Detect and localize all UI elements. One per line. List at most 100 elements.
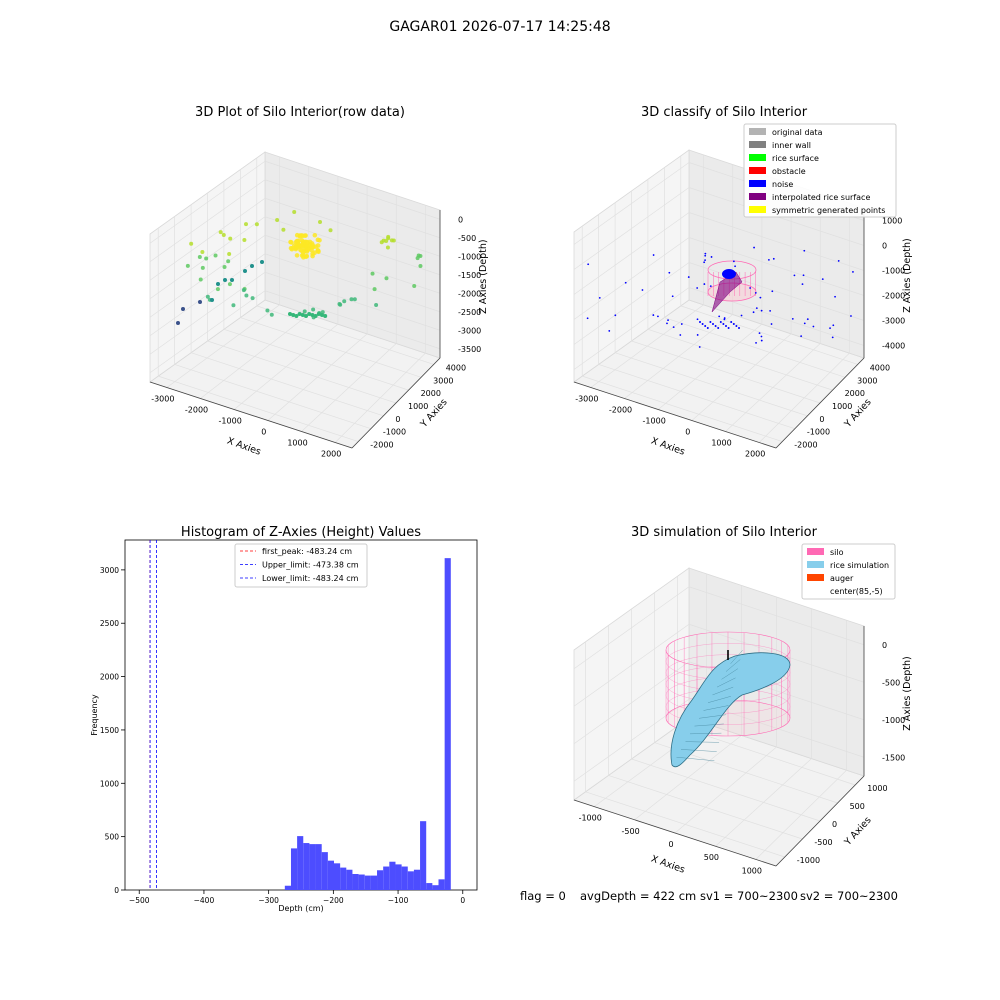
histogram-bar <box>309 844 316 890</box>
x-tick-label: 1000 <box>287 439 307 448</box>
noise-point <box>652 254 655 256</box>
noise-point <box>850 315 852 317</box>
legend-frame <box>743 123 897 218</box>
noise-point <box>752 311 755 314</box>
histogram-bar <box>334 863 341 890</box>
noise-point <box>730 321 733 323</box>
y-gridline <box>207 340 397 404</box>
noise-point <box>852 271 854 273</box>
y-tick-label: -500 <box>814 838 832 847</box>
status-line: flag = 0 avgDepth = 422 cm sv1 = 700~230… <box>520 889 898 903</box>
y-tick-label: -1000 <box>797 856 820 865</box>
y-tick-label: -1000 <box>383 428 406 437</box>
noise-point <box>834 295 836 298</box>
x-tick-label: −200 <box>323 896 344 905</box>
histogram-bar <box>303 843 310 890</box>
y-tick-label: 3000 <box>857 376 877 385</box>
noise-point <box>608 330 611 332</box>
scatter-point <box>243 222 248 227</box>
y-tick-label: 1000 <box>100 779 119 788</box>
noise-point <box>641 289 644 291</box>
scatter-point <box>384 238 389 243</box>
scatter-point <box>312 250 317 255</box>
noise-cluster <box>722 269 736 279</box>
histogram-bar <box>352 873 359 890</box>
noise-point <box>671 295 674 298</box>
legend-swatch <box>807 587 824 594</box>
noise-point <box>734 265 736 268</box>
noise-point <box>759 296 762 299</box>
chart-title: 3D simulation of Silo Interior <box>631 525 818 540</box>
noise-point <box>837 260 840 262</box>
scatter-point <box>223 278 227 282</box>
noise-point <box>771 290 774 293</box>
scatter-point <box>323 314 328 318</box>
scatter-point <box>328 228 333 233</box>
rice-mesh-line <box>689 732 722 735</box>
scatter-point <box>391 238 396 243</box>
noise-point <box>666 322 668 325</box>
noise-point <box>687 276 690 278</box>
scatter-point <box>304 243 310 249</box>
scatter-point <box>342 299 347 304</box>
legend-frame <box>801 543 896 600</box>
histogram-bar <box>413 869 421 890</box>
rice-mesh-line <box>676 757 715 761</box>
histogram-bar <box>340 867 347 890</box>
y-tick-label: 1000 <box>408 402 428 411</box>
noise-point <box>801 283 804 286</box>
noise-point <box>806 318 809 321</box>
scatter-point <box>221 232 226 237</box>
histogram-bar <box>377 870 384 890</box>
histogram-bar <box>432 885 439 890</box>
x-axis-label: X Axies <box>649 853 686 875</box>
histogram-bar <box>315 844 322 890</box>
x-tick-label: 1000 <box>742 866 762 875</box>
y-gridline <box>631 758 821 822</box>
histogram-bar <box>358 874 365 890</box>
z-tick-label: 0 <box>458 215 463 224</box>
scatter-point <box>313 244 319 249</box>
y-axis-label: Y Axies <box>842 815 874 849</box>
x-tick-label: −300 <box>258 896 279 905</box>
noise-point <box>717 327 720 329</box>
scatter-point <box>269 312 274 317</box>
noise-point <box>760 335 763 338</box>
y-tick-label: 1000 <box>867 784 887 793</box>
scatter-point <box>384 276 389 281</box>
noise-point <box>803 322 806 325</box>
histogram-bar <box>420 821 427 890</box>
scatter-point <box>210 298 214 302</box>
y-tick-label: 2000 <box>100 673 119 682</box>
scatter-point <box>198 300 202 304</box>
noise-point <box>614 314 617 317</box>
y-gridline <box>190 352 384 417</box>
noise-point <box>803 249 806 252</box>
scatter-point <box>244 293 249 298</box>
scatter-point <box>412 284 417 289</box>
z-gridline <box>573 237 690 320</box>
noise-point <box>732 260 735 263</box>
noise-point <box>832 324 835 327</box>
scatter-point <box>307 312 312 316</box>
noise-point <box>754 291 757 294</box>
x-tick-label: -1000 <box>219 417 242 426</box>
z-tick-label: -4000 <box>882 342 905 351</box>
noise-point <box>800 335 803 338</box>
noise-point <box>704 259 706 262</box>
y-axis-line <box>351 357 441 449</box>
scatter-point <box>197 255 202 260</box>
noise-point <box>679 334 682 336</box>
scatter-point <box>313 314 318 318</box>
noise-point <box>709 285 712 288</box>
y-tick-label: 0 <box>114 886 119 895</box>
x-tick-label: 2000 <box>745 450 765 459</box>
histogram-bar <box>444 558 451 890</box>
scatter-point <box>385 245 390 250</box>
scatter-point <box>242 237 247 242</box>
noise-point <box>698 346 701 348</box>
histogram-bar <box>426 883 433 890</box>
scatter-point <box>318 220 323 225</box>
legend-label: interpolated rice surface <box>772 193 870 202</box>
scatter-point <box>260 260 264 264</box>
